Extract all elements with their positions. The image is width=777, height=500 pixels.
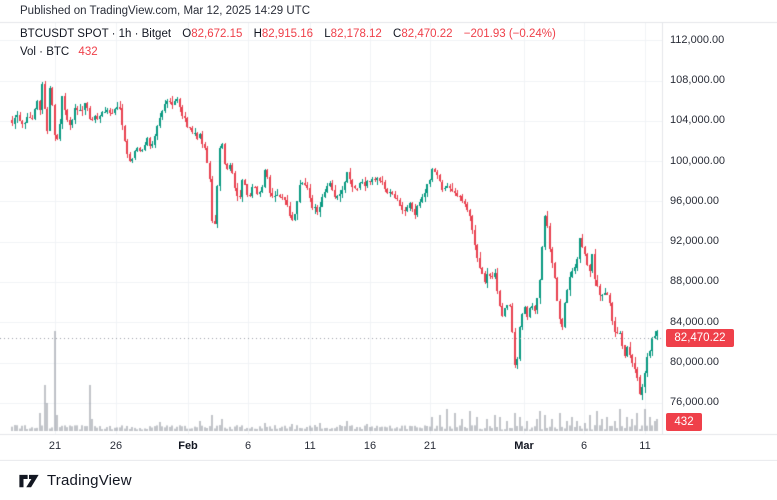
price-axis-label: 76,000.00	[670, 396, 719, 409]
open-label: O	[182, 28, 192, 40]
change-value: −201.93 (−0.24%)	[463, 28, 556, 40]
time-axis-label: 6	[580, 440, 588, 452]
low-value: 82,178.12	[330, 28, 382, 40]
last-volume-badge: 432	[666, 413, 702, 431]
symbol-title: BTCUSDT SPOT · 1h · Bitget	[20, 28, 172, 40]
volume-title: Vol · BTC	[20, 46, 70, 58]
tradingview-brand-text[interactable]: TradingView	[47, 472, 132, 489]
price-axis-label: 100,000.00	[670, 154, 726, 167]
price-axis-label: 104,000.00	[670, 114, 726, 127]
open-value: 82,672.15	[191, 28, 243, 40]
time-axis-label: 11	[304, 440, 316, 452]
price-axis-label: 92,000.00	[670, 235, 719, 248]
time-axis-label: 26	[109, 440, 123, 452]
time-axis-label: 6	[244, 440, 252, 452]
time-axis-label: 16	[363, 440, 377, 452]
volume-legend[interactable]: Vol · BTC 432	[20, 46, 98, 58]
time-axis-label: Mar	[514, 440, 534, 452]
price-axis-label: 96,000.00	[670, 194, 719, 207]
publish-bar: Published on TradingView.com, Mar 12, 20…	[20, 5, 311, 17]
time-axis-label: 21	[423, 440, 437, 452]
footer-bar: TradingView	[0, 461, 777, 500]
price-axis-label: 88,000.00	[670, 275, 719, 288]
time-axis-label: 11	[639, 440, 651, 452]
price-axis-label: 108,000.00	[670, 74, 726, 87]
price-axis-label: 80,000.00	[670, 356, 719, 369]
chart-legend[interactable]: BTCUSDT SPOT · 1h · Bitget O82,672.15 H8…	[20, 28, 556, 40]
volume-value: 432	[78, 46, 98, 58]
price-axis-label: 112,000.00	[670, 33, 725, 46]
price-axis-label: 84,000.00	[670, 315, 719, 328]
close-label: C	[393, 28, 402, 40]
high-value: 82,915.16	[261, 28, 314, 40]
low-label: L	[324, 28, 331, 40]
time-axis-label: Feb	[178, 440, 198, 452]
close-value: 82,470.22	[401, 28, 453, 40]
last-price-badge: 82,470.22	[666, 328, 734, 347]
tradingview-logo-icon[interactable]	[18, 472, 40, 490]
time-axis-label: 21	[48, 440, 62, 452]
high-label: H	[253, 28, 262, 40]
